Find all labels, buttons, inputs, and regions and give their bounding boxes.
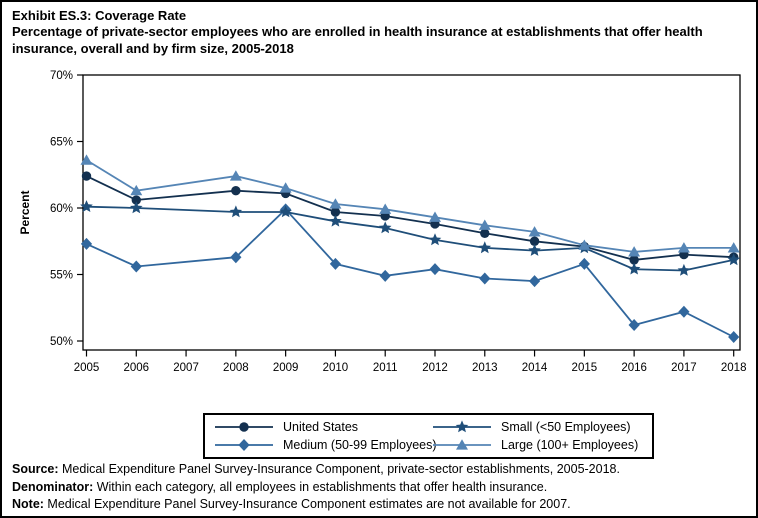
legend-entry-small: Small (<50 Employees) [433,420,638,434]
chart-title-line1: Exhibit ES.3: Coverage Rate [12,8,187,23]
svg-text:2007: 2007 [173,362,199,374]
svg-text:55%: 55% [50,270,73,282]
svg-text:2006: 2006 [123,362,149,374]
svg-text:2005: 2005 [74,362,100,374]
svg-text:2009: 2009 [273,362,299,374]
svg-text:2011: 2011 [373,362,398,374]
svg-text:Percent: Percent [18,190,32,234]
svg-text:2014: 2014 [522,362,548,374]
chart-legend: United States Small (<50 Employees) Medi… [203,413,655,459]
legend-entry-medium: Medium (50-99 Employees) [215,438,437,452]
diamond-marker-icon [215,438,273,452]
denominator-note: Denominator: Within each category, all e… [12,479,548,494]
svg-text:2018: 2018 [721,362,747,374]
legend-label: Small (<50 Employees) [501,420,631,434]
legend-entry-united-states: United States [215,420,433,434]
circle-marker-icon [215,420,273,434]
source-note: Source: Medical Expenditure Panel Survey… [12,462,620,476]
svg-text:2016: 2016 [621,362,647,374]
svg-text:70%: 70% [50,70,73,82]
svg-text:2017: 2017 [671,362,697,374]
svg-text:2013: 2013 [472,362,498,374]
chart-notes: Source: Medical Expenditure Panel Survey… [12,461,620,514]
star-marker-icon [433,420,491,434]
triangle-marker-icon [433,438,491,452]
svg-text:2008: 2008 [223,362,249,374]
availability-note: Note: Medical Expenditure Panel Survey-I… [12,497,571,511]
svg-text:65%: 65% [50,137,73,149]
svg-text:50%: 50% [50,336,73,348]
chart-title: Exhibit ES.3: Coverage Rate Percentage o… [12,8,749,57]
svg-text:2015: 2015 [572,362,598,374]
svg-text:2012: 2012 [422,362,448,374]
svg-text:60%: 60% [50,203,73,215]
legend-entry-large: Large (100+ Employees) [433,438,638,452]
svg-text:2010: 2010 [323,362,349,374]
legend-label: Medium (50-99 Employees) [283,438,437,452]
line-chart: 50% 55% 60% 65% 70% Percent 2005 2006 2007 2008 20… [18,70,747,374]
chart-title-line2: Percentage of private-sector employees w… [12,24,703,56]
legend-label: Large (100+ Employees) [501,438,639,452]
legend-label: United States [283,420,359,434]
